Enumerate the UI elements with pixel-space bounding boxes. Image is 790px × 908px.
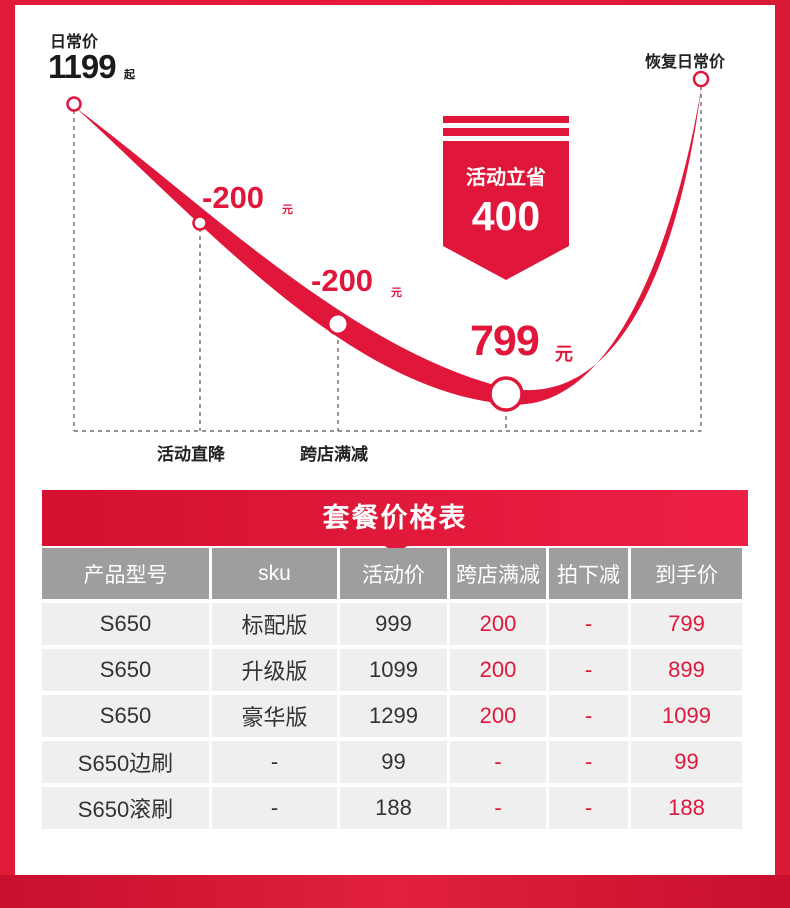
cell-final-price: 899	[631, 649, 742, 691]
start-price-suffix: 起	[124, 69, 135, 81]
cell-model: S650	[42, 695, 209, 737]
curve-point-step2	[326, 312, 350, 336]
cell-final-price: 799	[631, 603, 742, 645]
cell-sku: 豪华版	[212, 695, 337, 737]
header-model: 产品型号	[42, 548, 209, 599]
cell-promo-price: 1099	[340, 649, 447, 691]
discount-1: -200	[202, 180, 265, 215]
cell-sku: 升级版	[212, 649, 337, 691]
daily-price-label: 日常价	[50, 34, 99, 51]
table-title: 套餐价格表	[42, 490, 748, 546]
cell-order-discount: -	[549, 741, 628, 783]
header-cross-store-discount: 跨店满减	[450, 548, 546, 599]
cell-cross-store-discount: 200	[450, 649, 546, 691]
discount-2-unit: 元	[391, 287, 402, 299]
cell-final-price: 188	[631, 787, 742, 829]
cell-model: S650	[42, 649, 209, 691]
step-label-direct-discount: 活动直降	[157, 445, 225, 464]
step-label-cross-store: 跨店满减	[300, 445, 368, 464]
bottom-band	[0, 875, 790, 908]
save-badge-title: 活动立省	[466, 167, 546, 189]
cell-promo-price: 99	[340, 741, 447, 783]
price-curve-graphic	[66, 70, 710, 432]
cell-promo-price: 999	[340, 603, 447, 645]
curve-point-restore	[692, 70, 710, 88]
curve-point-step1	[192, 215, 208, 231]
cell-cross-store-discount: 200	[450, 603, 546, 645]
cell-final-price: 99	[631, 741, 742, 783]
cell-cross-store-discount: 200	[450, 695, 546, 737]
cell-order-discount: -	[549, 649, 628, 691]
table-row: S650边刷 - 99 - - 99	[42, 741, 742, 783]
cell-final-price: 1099	[631, 695, 742, 737]
curve-point-start	[66, 96, 82, 112]
cell-model: S650	[42, 603, 209, 645]
price-curve-band	[76, 82, 702, 405]
table-row: S650 标配版 999 200 - 799	[42, 603, 742, 645]
cell-promo-price: 1299	[340, 695, 447, 737]
save-badge	[443, 116, 569, 280]
table-row: S650 豪华版 1299 200 - 1099	[42, 695, 742, 737]
cell-promo-price: 188	[340, 787, 447, 829]
discount-1-unit: 元	[282, 204, 293, 216]
curve-point-final	[488, 376, 524, 412]
header-final-price: 到手价	[631, 548, 742, 599]
final-price-unit: 元	[555, 344, 573, 364]
save-badge-amount: 400	[471, 193, 541, 239]
cell-sku: 标配版	[212, 603, 337, 645]
table-row: S650滚刷 - 188 - - 188	[42, 787, 742, 829]
header-sku: sku	[212, 548, 337, 599]
table-row: S650 升级版 1099 200 - 899	[42, 649, 742, 691]
cell-sku: -	[212, 741, 337, 783]
cell-order-discount: -	[549, 695, 628, 737]
table-header-row: 产品型号 sku 活动价 跨店满减 拍下减 到手价	[42, 548, 742, 599]
final-price: 799	[470, 317, 540, 365]
cell-cross-store-discount: -	[450, 741, 546, 783]
cell-model: S650滚刷	[42, 787, 209, 829]
restore-price-label: 恢复日常价	[645, 54, 726, 71]
cell-order-discount: -	[549, 603, 628, 645]
start-price: 1199	[48, 48, 117, 85]
cell-order-discount: -	[549, 787, 628, 829]
discount-2: -200	[311, 263, 374, 298]
cell-cross-store-discount: -	[450, 787, 546, 829]
cell-sku: -	[212, 787, 337, 829]
header-promo-price: 活动价	[340, 548, 447, 599]
cell-model: S650边刷	[42, 741, 209, 783]
header-order-discount: 拍下减	[549, 548, 628, 599]
price-table: 产品型号 sku 活动价 跨店满减 拍下减 到手价 S650 标配版 999 2…	[39, 544, 745, 833]
